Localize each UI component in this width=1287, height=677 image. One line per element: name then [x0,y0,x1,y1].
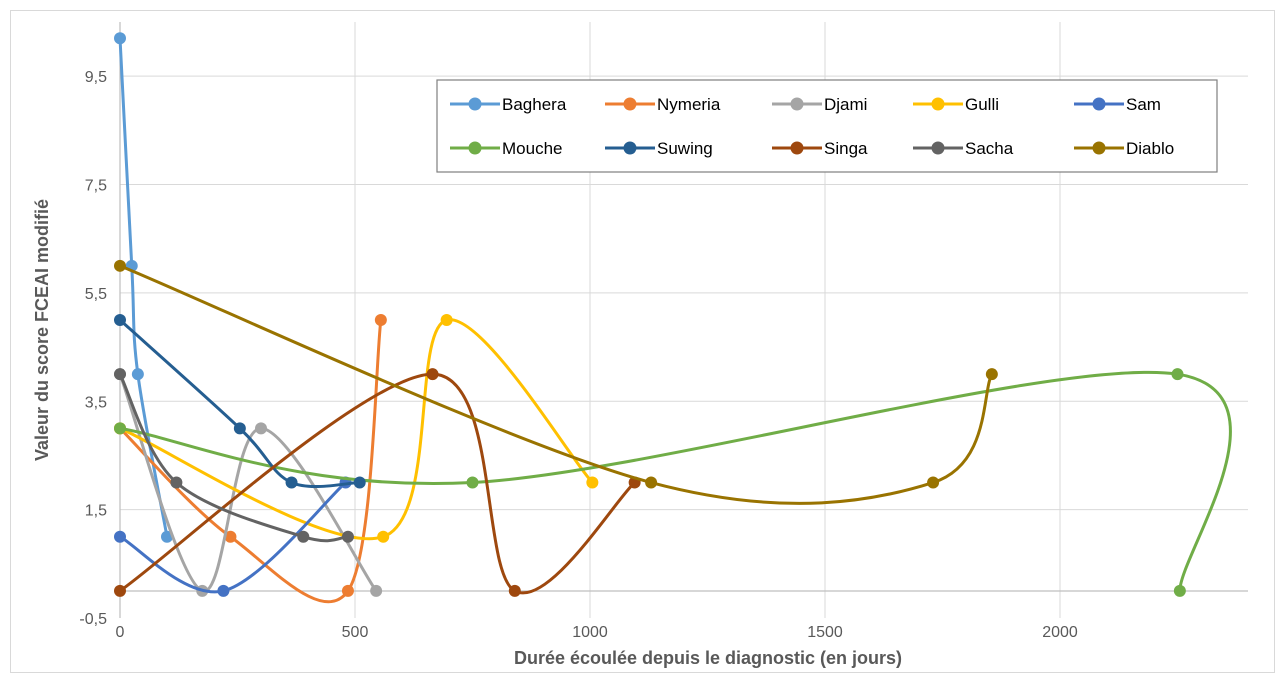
data-point [255,422,267,435]
legend-box [436,79,1218,173]
x-tick-label: 1500 [807,624,843,641]
legend-item-nymeria: Nymeria [605,95,721,114]
legend-swatch-marker [790,141,804,155]
data-point [1173,584,1186,597]
legend-item-diablo: Diablo [1074,139,1174,158]
data-point [353,476,366,489]
y-tick-label: 7,5 [85,178,107,195]
y-tick-label: 3,5 [85,394,107,411]
legend-swatch-marker [468,97,482,111]
data-point [927,476,940,489]
series-line [118,373,349,543]
series-nymeria [114,314,387,604]
series-lines [114,32,1232,604]
legend-item-mouche: Mouche [450,139,562,158]
x-tick-label: 0 [116,624,125,641]
legend-label: Singa [824,139,868,158]
y-tick-label: -0,5 [79,611,107,628]
legend-item-gulli: Gulli [913,95,999,114]
legend-item-djami: Djami [772,95,867,114]
data-point [341,530,354,543]
data-point [224,530,237,543]
series-gulli [114,314,599,543]
data-point [114,314,126,326]
legend-label: Nymeria [657,95,721,114]
data-point [297,530,310,543]
legend-swatch-marker [623,97,637,111]
series-diablo [114,259,998,505]
legend-item-suwing: Suwing [605,139,713,158]
legend-label: Baghera [502,95,567,114]
legend-label: Djami [824,95,867,114]
legend-label: Suwing [657,139,713,158]
series-line [119,318,594,541]
data-point [285,476,298,489]
legend-swatch-marker [623,141,637,155]
y-tick-label: 5,5 [85,286,107,303]
data-point [114,368,126,381]
legend-swatch-marker [790,97,804,111]
data-point [114,32,126,45]
data-point [466,476,479,489]
data-point [440,314,453,326]
data-point [114,422,126,435]
legend-label: Diablo [1126,139,1174,158]
series-singa [114,368,641,597]
series-line [118,373,378,593]
legend: Baghera Nymeria Djami Gulli Sam Mouche Suwing S… [436,79,1218,173]
data-point [586,476,599,489]
y-tick-label: 9,5 [85,69,107,86]
tick-labels: -0,5 1,5 3,5 5,5 7,5 9,5 0 500 1000 1500 2000 [79,69,1077,641]
series-line [119,264,994,505]
series-sacha [114,368,354,543]
data-point [341,584,354,597]
data-point [370,584,383,597]
legend-swatch-marker [931,97,945,111]
data-point [426,368,439,381]
series-line [118,318,360,489]
series-suwing [114,314,366,489]
series-line [118,38,169,537]
legend-label: Sam [1126,95,1161,114]
legend-swatch-marker [1092,97,1106,111]
legend-swatch-marker [931,141,945,155]
data-point [170,476,183,489]
legend-label: Sacha [965,139,1014,158]
data-point [131,368,144,381]
series-baghera [114,32,173,543]
x-tick-label: 2000 [1042,624,1078,641]
legend-item-baghera: Baghera [450,95,567,114]
data-point [377,530,390,543]
legend-swatch-marker [1092,141,1106,155]
data-point [508,584,521,597]
data-point [233,422,246,435]
data-point [161,530,173,543]
data-point [114,584,126,597]
legend-label: Gulli [965,95,999,114]
data-point [1171,368,1184,381]
series-mouche [114,368,1232,597]
legend-swatch-marker [468,141,482,155]
legend-item-sam: Sam [1074,95,1161,114]
x-axis-title: Durée écoulée depuis le diagnostic (en j… [514,648,902,668]
legend-label: Mouche [502,139,562,158]
data-point [217,584,230,597]
series-line [119,372,636,595]
y-tick-label: 1,5 [85,503,107,520]
data-point [645,476,658,489]
data-point [374,314,387,326]
legend-item-singa: Singa [772,139,868,158]
x-tick-label: 500 [342,624,369,641]
y-axis-title: Valeur du score FCEAI modifié [32,199,52,461]
data-point [114,530,126,543]
legend-item-sacha: Sacha [913,139,1014,158]
data-point [114,259,126,272]
x-tick-label: 1000 [572,624,608,641]
data-point [985,368,998,381]
